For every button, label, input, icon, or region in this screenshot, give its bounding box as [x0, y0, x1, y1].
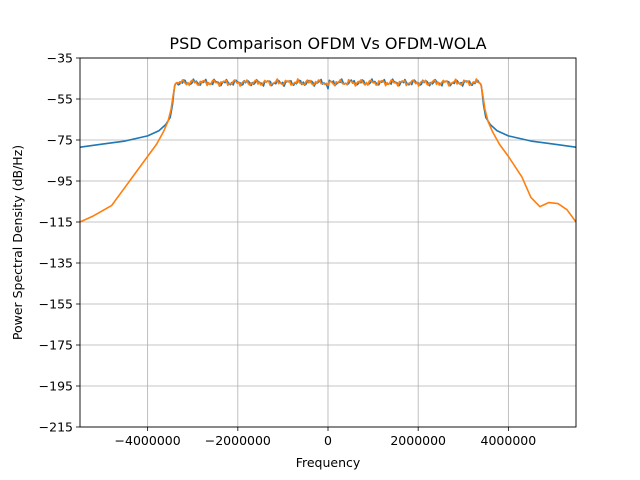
- y-tick-label: −175: [39, 338, 73, 353]
- chart-title: PSD Comparison OFDM Vs OFDM-WOLA: [169, 34, 486, 53]
- x-tick-label: −4000000: [115, 433, 181, 448]
- x-tick-label: 0: [324, 433, 332, 448]
- x-tick-label: −2000000: [205, 433, 271, 448]
- y-tick-label: −95: [47, 174, 73, 189]
- axis-ticks: −4000000 −2000000 0 2000000 4000000 −215 −195 −…: [39, 51, 537, 449]
- x-axis-label: Frequency: [296, 455, 361, 470]
- y-tick-label: −135: [39, 256, 73, 271]
- y-axis-label: Power Spectral Density (dB/Hz): [10, 145, 25, 340]
- series-group: [79, 78, 577, 223]
- series-line-2: [79, 78, 577, 223]
- y-tick-label: −55: [47, 92, 73, 107]
- y-tick-label: −155: [39, 297, 73, 312]
- y-tick-label: −195: [39, 379, 73, 394]
- x-tick-label: 4000000: [481, 433, 537, 448]
- y-tick-label: −215: [39, 420, 73, 435]
- y-tick-label: −75: [47, 133, 73, 148]
- x-tick-label: 2000000: [390, 433, 446, 448]
- y-tick-label: −35: [47, 51, 73, 66]
- y-tick-label: −115: [39, 215, 73, 230]
